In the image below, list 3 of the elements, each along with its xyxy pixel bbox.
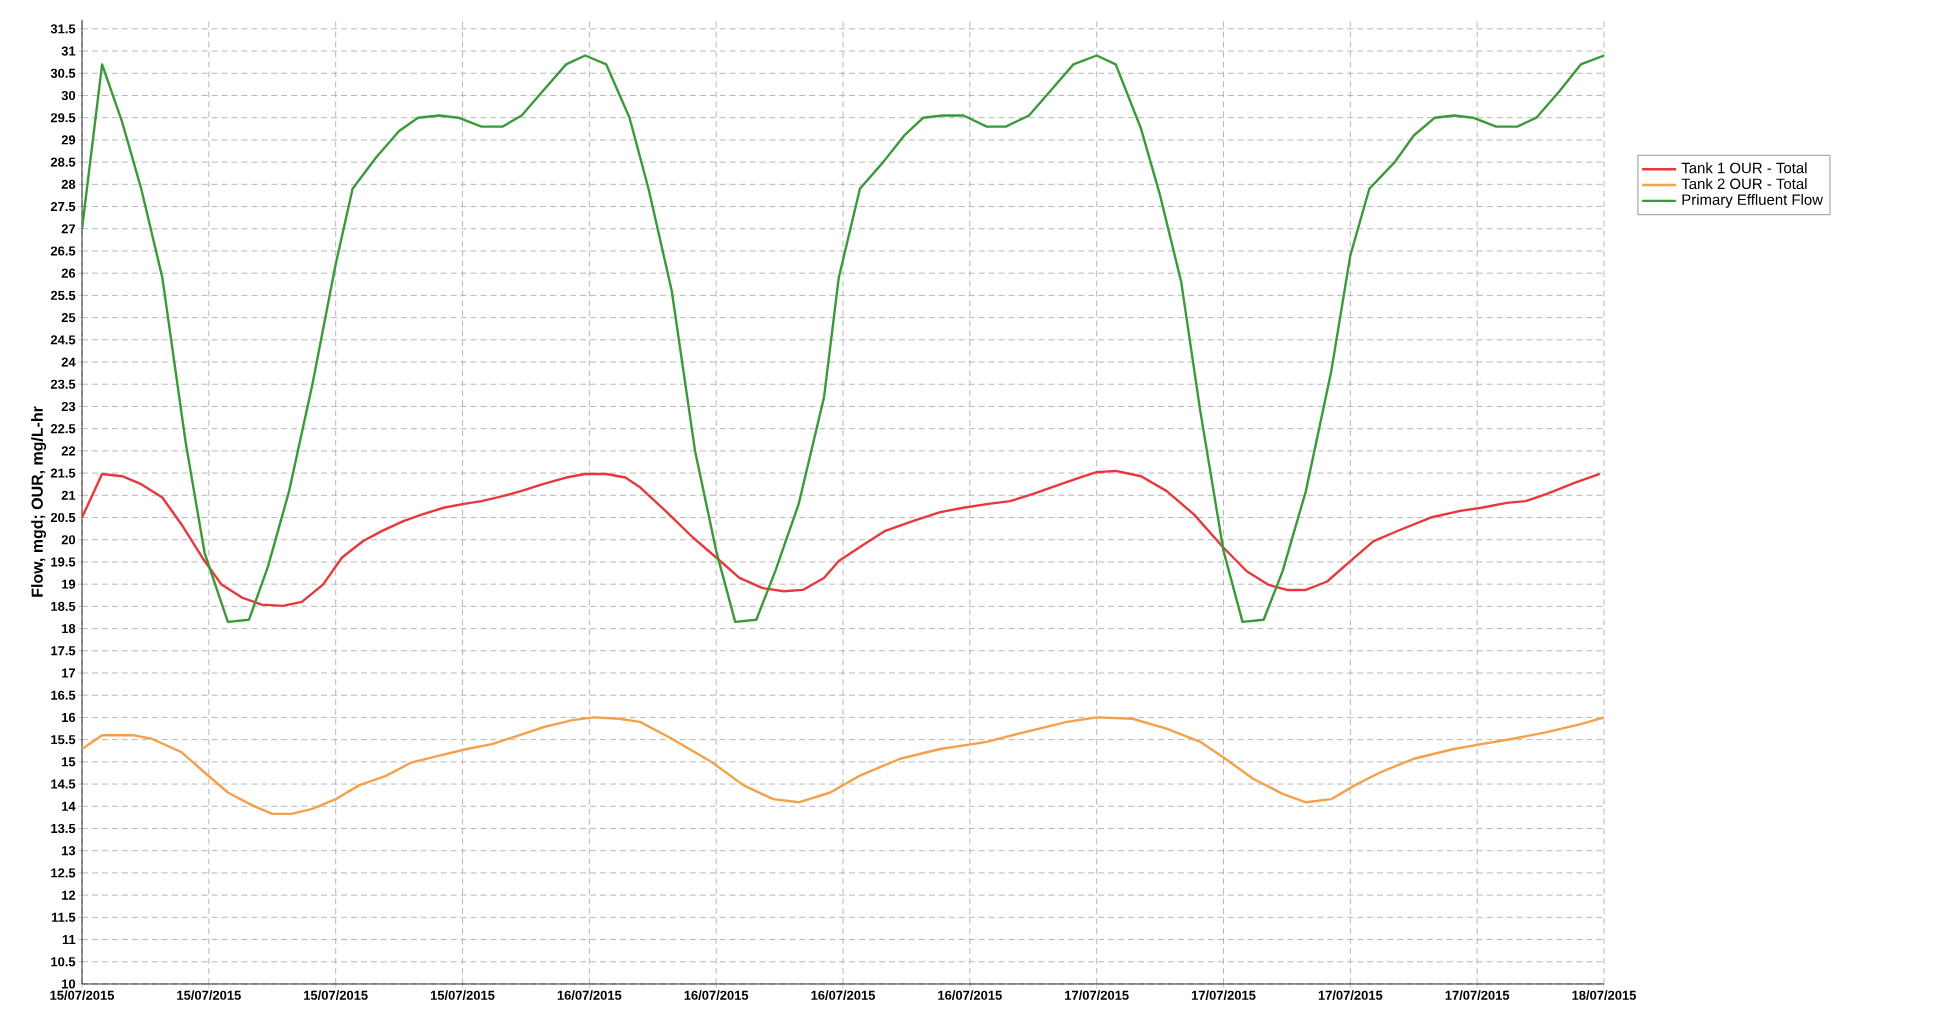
line-series <box>82 54 1605 624</box>
line-series <box>82 469 1601 608</box>
line-series <box>82 716 1605 816</box>
